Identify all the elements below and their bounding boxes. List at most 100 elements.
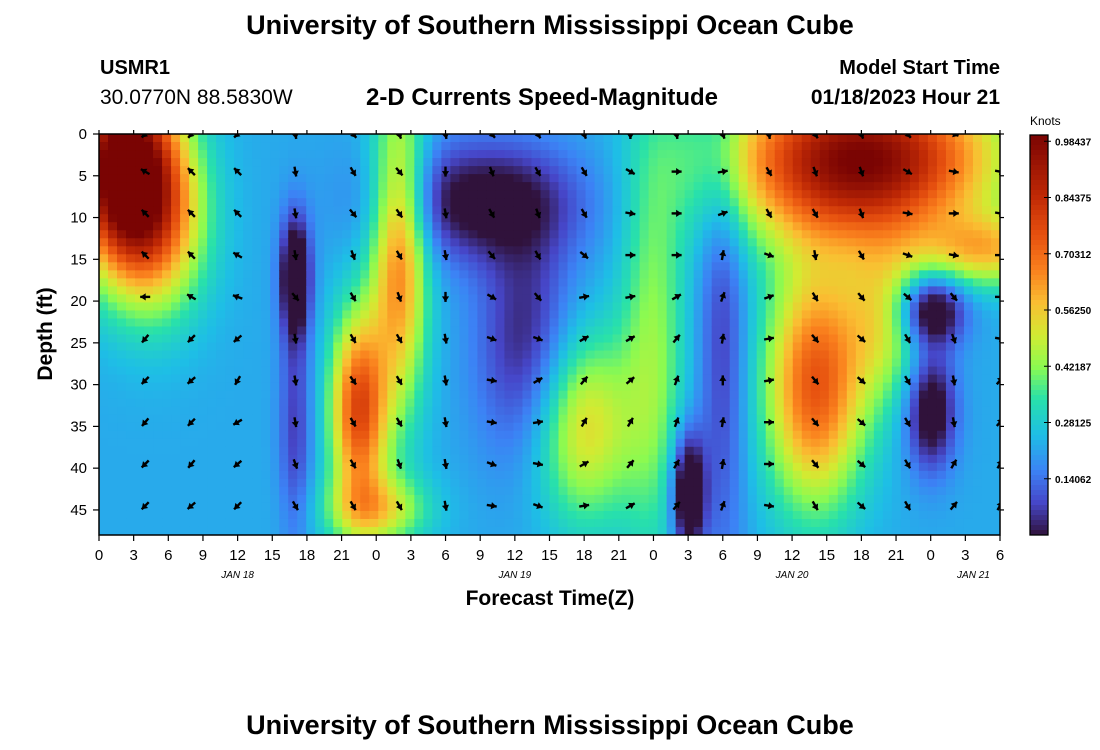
heat-cell [801, 134, 812, 143]
heat-cell [711, 438, 722, 448]
heat-cell [450, 254, 460, 263]
heat-cell [405, 310, 415, 320]
heat-cell [972, 502, 983, 512]
heat-cell [945, 526, 956, 535]
heat-cell [297, 278, 307, 287]
heat-cell [207, 238, 217, 247]
heat-cell [387, 454, 397, 464]
heat-cell [459, 206, 470, 215]
heat-cell [423, 374, 433, 384]
heat-cell [936, 518, 947, 528]
heat-cell [828, 134, 839, 143]
heat-cell [396, 518, 406, 528]
heat-cell [342, 158, 352, 167]
heat-cell [288, 214, 298, 223]
heat-cell [954, 334, 965, 344]
heat-cell [828, 166, 839, 175]
heat-cell [486, 150, 497, 159]
heat-cell [189, 206, 199, 215]
heat-cell [720, 230, 731, 239]
heat-cell [486, 366, 497, 376]
heat-cell [630, 438, 641, 448]
heat-cell [783, 478, 794, 488]
heat-cell [450, 526, 460, 535]
heat-cell [639, 398, 650, 408]
heat-cell [648, 470, 659, 480]
heat-cell [837, 174, 848, 183]
heat-cell [144, 350, 154, 360]
heat-cell [972, 430, 983, 440]
heat-cell [684, 318, 695, 328]
heat-cell [540, 518, 551, 528]
heat-cell [423, 294, 433, 304]
heat-cell [297, 454, 307, 464]
heat-cell [693, 182, 704, 191]
heat-cell [981, 326, 992, 336]
heat-cell [549, 358, 560, 368]
heat-cell [945, 158, 956, 167]
heat-cell [954, 166, 965, 175]
heat-cell [477, 262, 488, 271]
heat-cell [360, 326, 370, 336]
heat-cell [414, 422, 424, 432]
heat-cell [981, 502, 992, 512]
heat-cell [351, 526, 361, 535]
heat-cell [873, 422, 884, 432]
heat-cell [576, 406, 587, 416]
heat-cell [423, 238, 433, 247]
heat-cell [396, 454, 406, 464]
heat-cell [495, 302, 506, 312]
heat-cell [405, 166, 415, 175]
heat-cell [252, 150, 262, 159]
heat-cell [918, 446, 929, 456]
heat-cell [882, 270, 893, 279]
heat-cell [441, 446, 451, 456]
heat-cell [108, 502, 118, 512]
heat-cell [810, 438, 821, 448]
heat-cell [144, 438, 154, 448]
heat-cell [279, 174, 289, 183]
heat-cell [612, 182, 623, 191]
heat-cell [558, 142, 569, 151]
heat-cell [432, 222, 442, 231]
heat-cell [612, 326, 623, 336]
heat-cell [234, 470, 244, 480]
heat-cell [369, 494, 379, 504]
heat-cell [180, 398, 190, 408]
heat-cell [819, 382, 830, 392]
heat-cell [153, 182, 163, 191]
heat-cell [504, 270, 515, 279]
heat-cell [279, 502, 289, 512]
heat-cell [981, 374, 992, 384]
heat-cell [927, 358, 938, 368]
heat-cell [846, 270, 857, 279]
heat-cell [756, 198, 767, 207]
heat-cell [306, 254, 316, 263]
heat-cell [576, 182, 587, 191]
heat-cell [423, 278, 433, 287]
heat-cell [378, 190, 388, 199]
heat-cell [414, 166, 424, 175]
heat-cell [909, 414, 920, 424]
heat-cell [927, 134, 938, 143]
heat-cell [540, 230, 551, 239]
heat-cell [882, 350, 893, 360]
heat-cell [99, 142, 109, 151]
heat-cell [423, 414, 433, 424]
heat-cell [216, 478, 226, 488]
heat-cell [702, 390, 713, 400]
heat-cell [954, 526, 965, 535]
heat-cell [378, 494, 388, 504]
heat-cell [666, 302, 677, 312]
heat-cell [423, 510, 433, 520]
heat-cell [711, 166, 722, 175]
heat-cell [324, 206, 334, 215]
heat-cell [351, 414, 361, 424]
heat-cell [270, 150, 280, 159]
heat-cell [846, 214, 857, 223]
heat-cell [414, 222, 424, 231]
heat-cell [333, 502, 343, 512]
heat-cell [234, 230, 244, 239]
heat-cell [855, 158, 866, 167]
heat-cell [216, 430, 226, 440]
